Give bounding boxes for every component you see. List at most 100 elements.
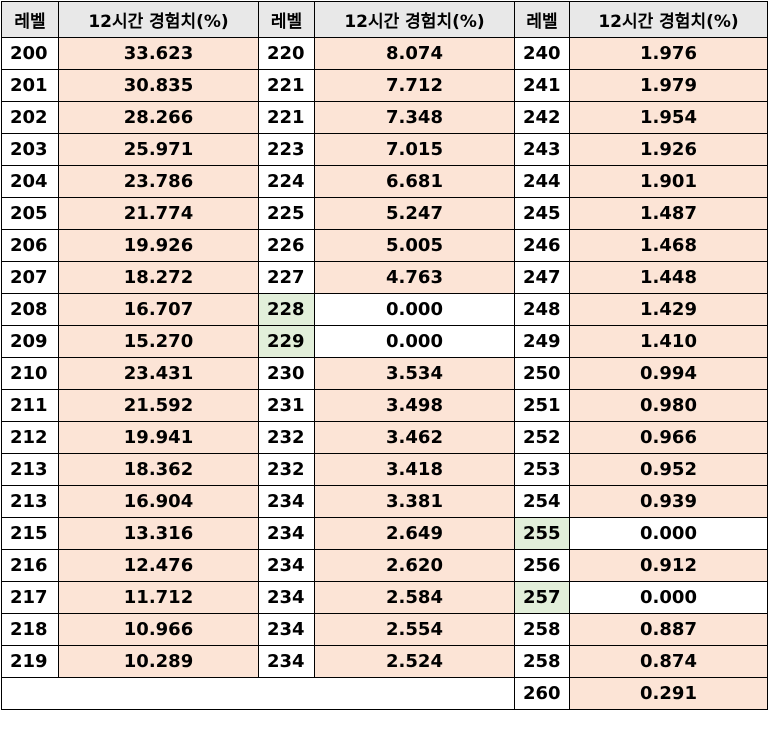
exp-cell: 1.429 [569, 293, 768, 326]
exp-cell: 11.712 [58, 581, 259, 614]
level-cell: 221 [258, 69, 315, 102]
exp-cell: 1.926 [569, 133, 768, 166]
level-cell: 260 [514, 677, 570, 710]
exp-cell: 23.431 [58, 357, 259, 390]
level-cell: 232 [258, 421, 315, 454]
table-row: 215 13.316 234 2.649 255 0.000 [1, 517, 768, 550]
header-exp: 12시간 경험치(%) [569, 1, 768, 38]
exp-cell: 2.649 [314, 517, 515, 550]
header-exp: 12시간 경험치(%) [314, 1, 515, 38]
level-cell: 251 [514, 389, 570, 422]
level-cell: 248 [514, 293, 570, 326]
table-row: 208 16.707 228 0.000 248 1.429 [1, 293, 768, 326]
exp-cell: 0.980 [569, 389, 768, 422]
level-cell: 244 [514, 165, 570, 198]
exp-cell: 0.291 [569, 677, 768, 710]
level-cell: 206 [1, 229, 59, 262]
exp-cell: 3.534 [314, 357, 515, 390]
table-row: 216 12.476 234 2.620 256 0.912 [1, 549, 768, 582]
level-cell: 255 [514, 517, 570, 550]
table-row: 213 18.362 232 3.418 253 0.952 [1, 453, 768, 486]
table-row: 207 18.272 227 4.763 247 1.448 [1, 261, 768, 294]
exp-cell: 1.901 [569, 165, 768, 198]
level-cell: 225 [258, 197, 315, 230]
level-cell: 258 [514, 613, 570, 646]
level-cell: 228 [258, 293, 315, 326]
exp-cell: 6.681 [314, 165, 515, 198]
level-cell: 230 [258, 357, 315, 390]
level-cell: 219 [1, 645, 59, 678]
level-cell: 240 [514, 37, 570, 70]
exp-cell: 7.348 [314, 101, 515, 134]
level-cell: 258 [514, 645, 570, 678]
exp-table: 레벨 12시간 경험치(%) 레벨 12시간 경험치(%) 레벨 12시간 경험치(%) … [1, 1, 768, 710]
exp-cell: 1.410 [569, 325, 768, 358]
exp-cell: 19.941 [58, 421, 259, 454]
exp-cell: 2.524 [314, 645, 515, 678]
table-row: 260 0.291 [1, 677, 768, 710]
table-row: 204 23.786 224 6.681 244 1.901 [1, 165, 768, 198]
level-cell: 234 [258, 645, 315, 678]
exp-cell: 19.926 [58, 229, 259, 262]
exp-cell: 2.620 [314, 549, 515, 582]
exp-cell: 25.971 [58, 133, 259, 166]
level-cell: 254 [514, 485, 570, 518]
exp-cell: 0.994 [569, 357, 768, 390]
exp-cell: 18.272 [58, 261, 259, 294]
level-cell: 253 [514, 453, 570, 486]
level-cell: 217 [1, 581, 59, 614]
exp-cell: 4.763 [314, 261, 515, 294]
exp-cell: 0.952 [569, 453, 768, 486]
exp-cell: 0.000 [569, 581, 768, 614]
exp-cell: 18.362 [58, 453, 259, 486]
level-cell: 203 [1, 133, 59, 166]
table-row: 210 23.431 230 3.534 250 0.994 [1, 357, 768, 390]
header-exp: 12시간 경험치(%) [58, 1, 259, 38]
exp-cell: 5.005 [314, 229, 515, 262]
level-cell: 234 [258, 613, 315, 646]
level-cell: 215 [1, 517, 59, 550]
exp-cell: 7.015 [314, 133, 515, 166]
exp-cell: 21.774 [58, 197, 259, 230]
exp-cell: 5.247 [314, 197, 515, 230]
level-cell: 216 [1, 549, 59, 582]
level-cell: 232 [258, 453, 315, 486]
exp-cell: 1.468 [569, 229, 768, 262]
level-cell: 211 [1, 389, 59, 422]
exp-cell: 0.966 [569, 421, 768, 454]
exp-cell: 1.954 [569, 101, 768, 134]
exp-cell: 23.786 [58, 165, 259, 198]
table-row: 200 33.623 220 8.074 240 1.976 [1, 37, 768, 70]
level-cell: 234 [258, 581, 315, 614]
table-row: 213 16.904 234 3.381 254 0.939 [1, 485, 768, 518]
exp-cell: 2.584 [314, 581, 515, 614]
level-cell: 220 [258, 37, 315, 70]
level-cell: 234 [258, 517, 315, 550]
exp-cell: 2.554 [314, 613, 515, 646]
header-level: 레벨 [258, 1, 315, 38]
level-cell: 212 [1, 421, 59, 454]
level-cell: 223 [258, 133, 315, 166]
level-cell: 218 [1, 613, 59, 646]
header-level: 레벨 [1, 1, 59, 38]
exp-cell: 7.712 [314, 69, 515, 102]
table-row: 202 28.266 221 7.348 242 1.954 [1, 101, 768, 134]
exp-cell: 0.887 [569, 613, 768, 646]
table-row: 206 19.926 226 5.005 246 1.468 [1, 229, 768, 262]
level-cell: 213 [1, 485, 59, 518]
exp-cell: 0.000 [314, 293, 515, 326]
level-cell: 249 [514, 325, 570, 358]
exp-cell: 13.316 [58, 517, 259, 550]
level-cell: 202 [1, 101, 59, 134]
exp-cell: 12.476 [58, 549, 259, 582]
level-cell: 226 [258, 229, 315, 262]
level-cell: 213 [1, 453, 59, 486]
level-cell: 257 [514, 581, 570, 614]
exp-cell: 0.939 [569, 485, 768, 518]
level-cell: 204 [1, 165, 59, 198]
exp-cell: 1.979 [569, 69, 768, 102]
exp-cell: 1.448 [569, 261, 768, 294]
table-row: 217 11.712 234 2.584 257 0.000 [1, 581, 768, 614]
exp-cell: 0.912 [569, 549, 768, 582]
level-cell: 252 [514, 421, 570, 454]
